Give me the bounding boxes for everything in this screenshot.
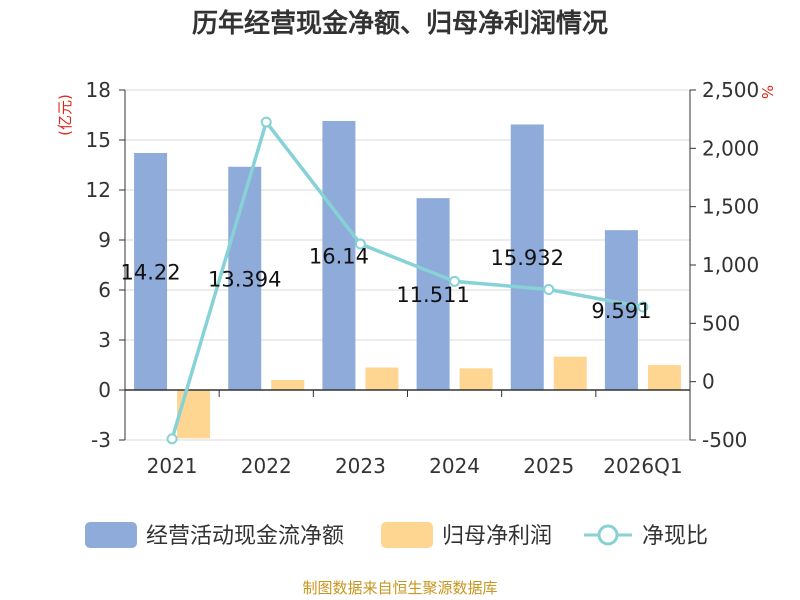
legend-swatch-cashflow <box>85 522 137 548</box>
bar-cashflow <box>228 166 262 390</box>
left-tick-label: 6 <box>98 278 111 302</box>
ratio-point <box>260 116 272 128</box>
ratio-line-group <box>166 116 649 445</box>
legend-marker-ratio <box>597 524 619 546</box>
legend-label-profit: 归母净利润 <box>442 524 552 549</box>
right-tick-label: -500 <box>702 428 747 452</box>
source-note: 制图数据来自恒生聚源数据库 <box>302 579 497 597</box>
left-tick-label: 3 <box>98 328 111 352</box>
data-label: 11.511 <box>396 283 469 307</box>
data-label: 14.22 <box>121 261 181 285</box>
data-labels-group: 14.22 13.394 16.14 11.511 15.932 9.591 <box>121 245 652 324</box>
bar-profit <box>553 356 587 390</box>
bar-profit <box>177 390 211 439</box>
left-axis-unit: (亿元) <box>56 94 74 136</box>
x-tick-label: 2022 <box>241 454 292 478</box>
chart-title: 历年经营现金净额、归母净利润情况 <box>192 8 608 39</box>
bar-cashflow <box>510 124 544 390</box>
ratio-point <box>449 275 461 287</box>
legend-swatch-profit <box>381 522 433 548</box>
ratio-point <box>354 238 366 250</box>
right-tick-label: 0 <box>702 370 715 394</box>
data-label: 15.932 <box>491 246 564 270</box>
right-tick-label: 1,000 <box>702 253 759 277</box>
left-tick-label: 15 <box>86 128 111 152</box>
bar-profit <box>271 380 305 390</box>
bar-cashflow <box>604 230 638 390</box>
ratio-point <box>543 284 555 295</box>
left-tick-label: 0 <box>98 378 111 402</box>
axes-group: -3 0 3 6 9 12 15 18 -500 0 500 1,000 1,500 2,000 2,500… <box>86 78 760 478</box>
right-tick-label: 500 <box>702 311 740 335</box>
right-axis-unit: % <box>758 85 776 99</box>
legend-label-ratio: 净现比 <box>642 524 708 549</box>
left-tick-label: 9 <box>98 228 111 252</box>
x-tick-label: 2025 <box>523 454 574 478</box>
x-tick-label: 2026Q1 <box>603 454 682 478</box>
x-tick-label: 2024 <box>429 454 480 478</box>
right-tick-label: 2,500 <box>702 78 759 102</box>
ratio-line <box>170 120 644 440</box>
bar-cashflow <box>134 153 168 390</box>
bar-profit <box>647 365 681 390</box>
x-tick-label: 2021 <box>147 454 198 478</box>
x-tick-label: 2023 <box>335 454 386 478</box>
legend-label-cashflow: 经营活动现金流净额 <box>146 524 344 549</box>
data-label: 13.394 <box>208 267 281 291</box>
bar-profit <box>365 367 399 390</box>
right-tick-label: 2,000 <box>702 136 759 160</box>
bar-cashflow <box>322 121 356 390</box>
bar-cashflow <box>416 198 450 390</box>
ratio-point <box>166 433 178 445</box>
left-tick-label: -3 <box>91 428 111 452</box>
right-tick-label: 1,500 <box>702 195 759 219</box>
data-label: 16.14 <box>309 245 369 269</box>
bar-profit <box>459 368 493 390</box>
left-tick-label: 18 <box>86 78 111 102</box>
ratio-point <box>637 301 649 313</box>
left-tick-label: 12 <box>86 178 111 202</box>
data-label: 9.591 <box>591 299 651 323</box>
legend: 经营活动现金流净额 归母净利润 净现比 <box>85 522 708 549</box>
